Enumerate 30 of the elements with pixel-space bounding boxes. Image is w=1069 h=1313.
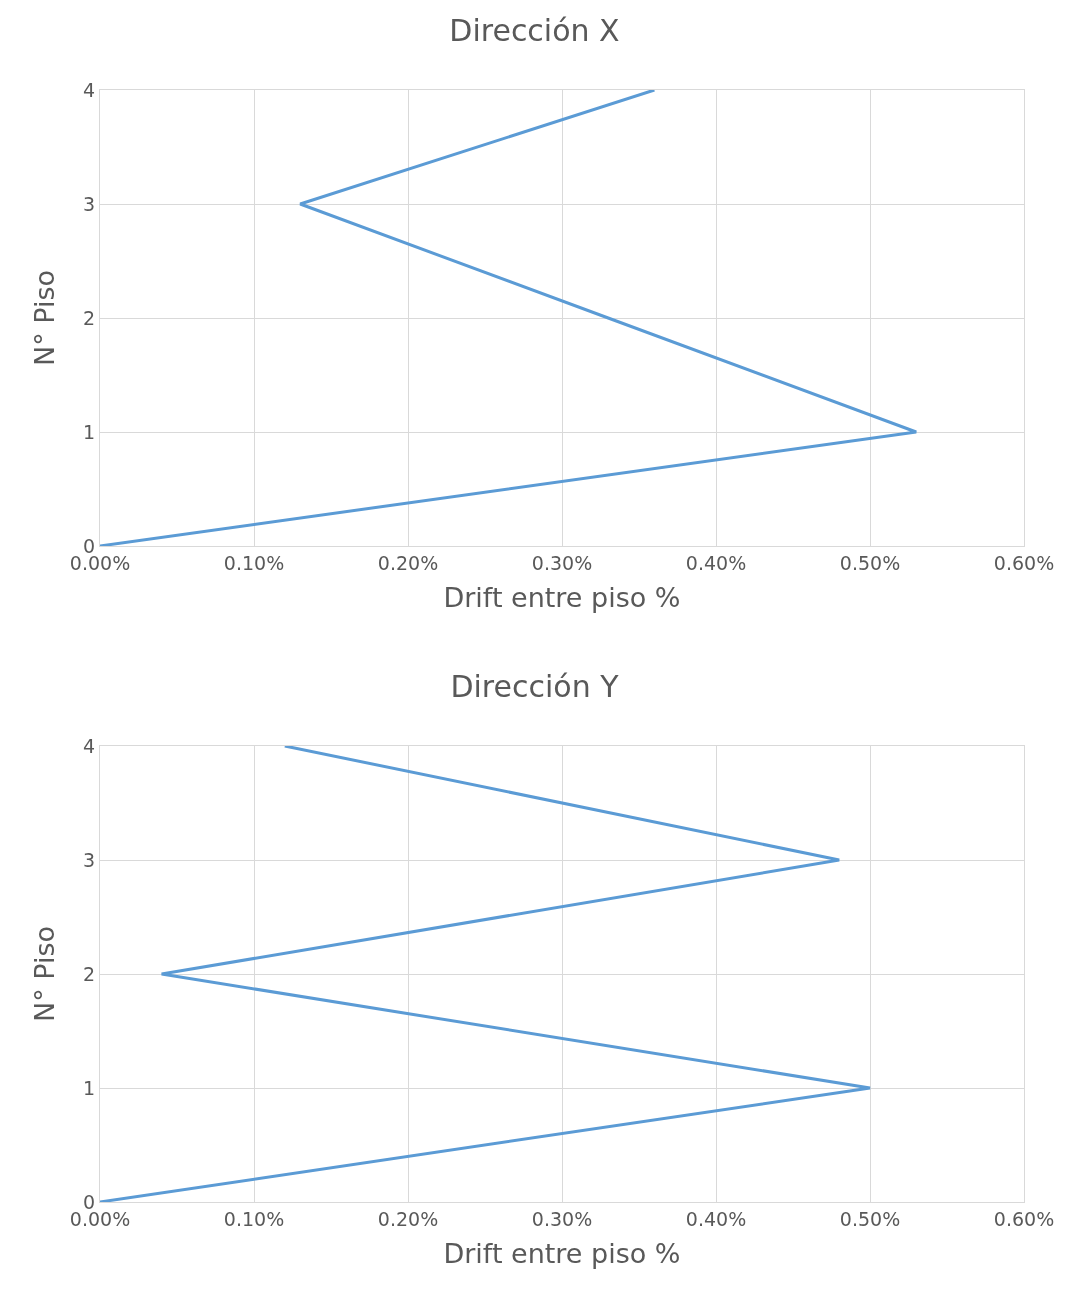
y-tick-label: 1 xyxy=(83,420,96,443)
x-tick-label: 0.20% xyxy=(377,551,439,574)
y-tick-label: 2 xyxy=(83,306,96,329)
x-tick-label: 0.10% xyxy=(223,551,285,574)
y-axis-title: N° Piso xyxy=(29,269,61,367)
y-tick-label: 0 xyxy=(83,534,96,557)
x-tick-label: 0.60% xyxy=(993,1207,1055,1230)
x-tick-label: 0.60% xyxy=(993,551,1055,574)
y-tick-label: 1 xyxy=(83,1076,96,1099)
x-tick-label: 0.50% xyxy=(839,551,901,574)
y-tick-label: 2 xyxy=(83,962,96,985)
x-axis-title: Drift entre piso % xyxy=(443,582,681,614)
x-tick-label: 0.10% xyxy=(223,1207,285,1230)
x-tick-label: 0.40% xyxy=(685,1207,747,1230)
y-tick-label: 0 xyxy=(83,1190,96,1213)
line-series xyxy=(100,746,872,1202)
line-series xyxy=(100,90,918,546)
x-tick-label: 0.20% xyxy=(377,1207,439,1230)
y-tick-label: 3 xyxy=(83,192,96,215)
chart-title: Dirección Y xyxy=(450,668,620,704)
y-tick-label: 4 xyxy=(83,734,96,757)
x-tick-label: 0.30% xyxy=(531,1207,593,1230)
chart-title: Dirección X xyxy=(449,12,620,48)
x-tick-label: 0.30% xyxy=(531,551,593,574)
x-axis-title: Drift entre piso % xyxy=(443,1238,681,1270)
x-tick-label: 0.50% xyxy=(839,1207,901,1230)
x-tick-label: 0.40% xyxy=(685,551,747,574)
y-tick-label: 4 xyxy=(83,78,96,101)
y-tick-label: 3 xyxy=(83,848,96,871)
y-axis-title: N° Piso xyxy=(29,925,61,1023)
